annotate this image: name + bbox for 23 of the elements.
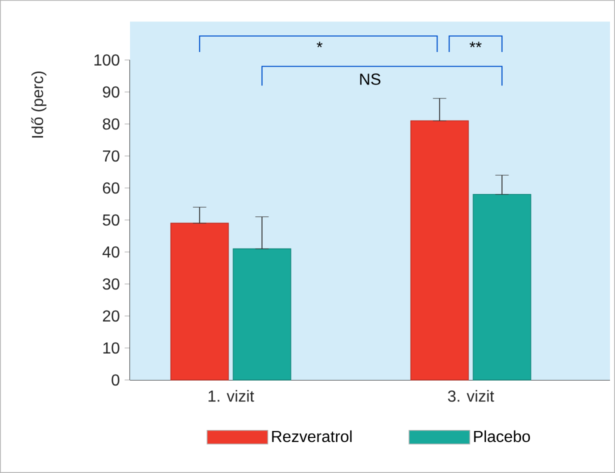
y-tick-label: 0	[112, 374, 120, 386]
bar	[410, 120, 469, 380]
legend-label: Placebo	[474, 430, 530, 442]
y-axis-title: Idő (perc)	[31, 72, 46, 138]
y-tick-label: 70	[102, 150, 120, 162]
y-tick-label: 100	[94, 54, 120, 66]
y-tick-label: 20	[102, 310, 120, 322]
y-tick-label: 10	[103, 342, 120, 354]
y-tick-label: 80	[102, 118, 120, 130]
x-tick-label: 3. vizit	[448, 390, 494, 402]
y-tick-label: 60	[102, 182, 120, 194]
bar	[472, 194, 532, 380]
legend-label: Rezveratrol	[272, 430, 352, 442]
y-tick-label: 30	[102, 278, 120, 290]
annotation: NS	[360, 74, 380, 85]
bar	[170, 222, 229, 380]
text: *	[316, 42, 322, 48]
y-tick-label: 40	[102, 246, 120, 258]
bar	[232, 248, 292, 380]
y-tick-label: 50	[102, 214, 120, 226]
x-tick-label: 1. vizit	[208, 390, 254, 402]
y-tick-label: 90	[102, 86, 120, 98]
text: **	[470, 42, 482, 48]
